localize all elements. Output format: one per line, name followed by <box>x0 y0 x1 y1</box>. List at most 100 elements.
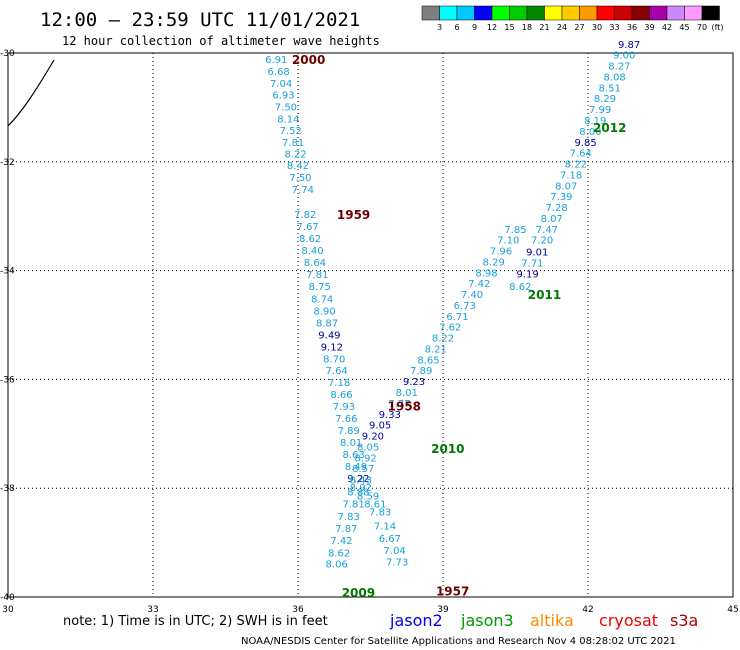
x-tick-label: 39 <box>437 605 449 615</box>
colorbar-label: 30 <box>592 23 602 32</box>
colorbar-swatch <box>439 5 458 21</box>
data-point: 8.07 <box>555 181 577 192</box>
data-point: 8.92 <box>350 483 372 494</box>
coastline <box>7 59 55 127</box>
data-point: 7.73 <box>386 558 408 569</box>
data-point: 9.01 <box>526 248 548 259</box>
data-point: 7.85 <box>504 225 526 236</box>
data-point: 7.82 <box>294 210 316 221</box>
data-point: 6.91 <box>265 55 287 66</box>
colorbar-label: 3 <box>437 23 442 32</box>
data-point: 7.04 <box>270 79 292 90</box>
time-label: 1959 <box>337 208 370 222</box>
colorbar-swatch <box>544 5 563 21</box>
colorbar-swatch <box>579 5 598 21</box>
data-point: 7.81 <box>306 270 328 281</box>
data-point: 8.70 <box>323 354 345 365</box>
colorbar-label: 39 <box>644 23 654 32</box>
colorbar-label: 33 <box>609 23 619 32</box>
data-point: 8.65 <box>417 355 439 366</box>
colorbar-label: 45 <box>679 23 689 32</box>
colorbar-swatch <box>614 5 633 21</box>
time-label: 1958 <box>388 400 421 414</box>
data-point: 6.67 <box>379 534 401 545</box>
colorbar-label: 70 <box>697 23 707 32</box>
colorbar-swatch <box>596 5 615 21</box>
time-label: 2012 <box>593 121 626 135</box>
data-point: 7.96 <box>490 247 512 258</box>
data-point: 8.01 <box>396 388 418 399</box>
data-point: 8.64 <box>304 258 326 269</box>
data-point: 7.42 <box>330 536 352 547</box>
data-point: 9.85 <box>574 138 596 149</box>
data-point: 8.74 <box>311 294 333 305</box>
data-point: 7.42 <box>468 279 490 290</box>
data-point: 9.33 <box>379 410 401 421</box>
data-point: 6.68 <box>268 67 290 78</box>
colorbar-label: 27 <box>574 23 584 32</box>
colorbar-swatch <box>456 5 475 21</box>
data-point: 7.52 <box>280 126 302 137</box>
data-point: 7.77 <box>388 399 410 410</box>
data-point: 8.62 <box>328 548 350 559</box>
data-point: 8.62 <box>509 282 531 293</box>
colorbar-swatch <box>684 5 703 21</box>
data-point: 7.83 <box>369 508 391 519</box>
data-point: 7.10 <box>497 236 519 247</box>
data-point: 8.98 <box>475 268 497 279</box>
time-label: 2011 <box>528 288 561 302</box>
data-point: 7.89 <box>410 366 432 377</box>
data-point: 7.74 <box>292 185 314 196</box>
colorbar-swatch <box>474 5 493 21</box>
data-point: 8.22 <box>432 334 454 345</box>
data-point: 8.42 <box>287 161 309 172</box>
y-tick-label: -40 <box>0 593 15 603</box>
data-points: 6.916.687.046.937.508.147.527.818.228.42… <box>265 40 640 571</box>
grid <box>8 53 733 597</box>
data-point: 8.22 <box>284 150 306 161</box>
plot-area: 30 33 36 39 42 45-30-32-34-36-38-40 6.916.687… <box>0 40 739 615</box>
colorbar-swatch <box>631 5 650 21</box>
colorbar-swatch <box>509 5 528 21</box>
data-point: 9.19 <box>516 269 538 280</box>
colorbar-label: 6 <box>454 23 459 32</box>
data-point: 7.71 <box>521 259 543 270</box>
data-point: 9.12 <box>321 342 343 353</box>
colorbar-label: 18 <box>522 23 532 32</box>
data-point: 9.87 <box>618 40 640 51</box>
data-point: 7.14 <box>374 521 396 532</box>
colorbar-swatch <box>649 5 668 21</box>
colorbar-swatch <box>666 5 685 21</box>
x-tick-label: 36 <box>292 605 304 615</box>
data-point: 7.40 <box>461 290 483 301</box>
data-point: 8.61 <box>364 500 386 511</box>
data-point: 8.07 <box>541 214 563 225</box>
time-label: 1957 <box>436 585 469 599</box>
plot-frame <box>7 52 734 598</box>
satellite-legend-item: s3a <box>670 611 698 630</box>
y-tick-label: -32 <box>0 158 15 168</box>
colorbar-label: 36 <box>627 23 637 32</box>
data-point: 8.66 <box>330 390 352 401</box>
data-point: 8.88 <box>347 488 369 499</box>
colorbar-unit: (ft) <box>712 23 724 32</box>
colorbar-swatch <box>526 5 545 21</box>
data-point: 7.47 <box>536 225 558 236</box>
data-point: 8.01 <box>340 438 362 449</box>
data-point: 9.00 <box>613 51 635 62</box>
data-point: 8.05 <box>357 442 379 453</box>
colorbar-label: 9 <box>472 23 477 32</box>
satellite-legend-item: jason2 <box>389 611 443 630</box>
x-tick-label: 45 <box>727 605 738 615</box>
data-point: 8.27 <box>608 62 630 73</box>
data-point: 6.73 <box>454 301 476 312</box>
y-tick-label: -38 <box>0 484 15 494</box>
time-labels: 2000 1959 1958 1957 2009 2010 2011 2012 <box>292 53 627 600</box>
data-point: 8.92 <box>355 453 377 464</box>
data-point: 7.81 <box>342 500 364 511</box>
data-point: 7.66 <box>335 414 357 425</box>
data-point: 8.06 <box>326 559 348 570</box>
data-point: 7.50 <box>275 102 297 113</box>
y-tick-label: -36 <box>0 375 15 385</box>
colorbar-label: 21 <box>539 23 549 32</box>
